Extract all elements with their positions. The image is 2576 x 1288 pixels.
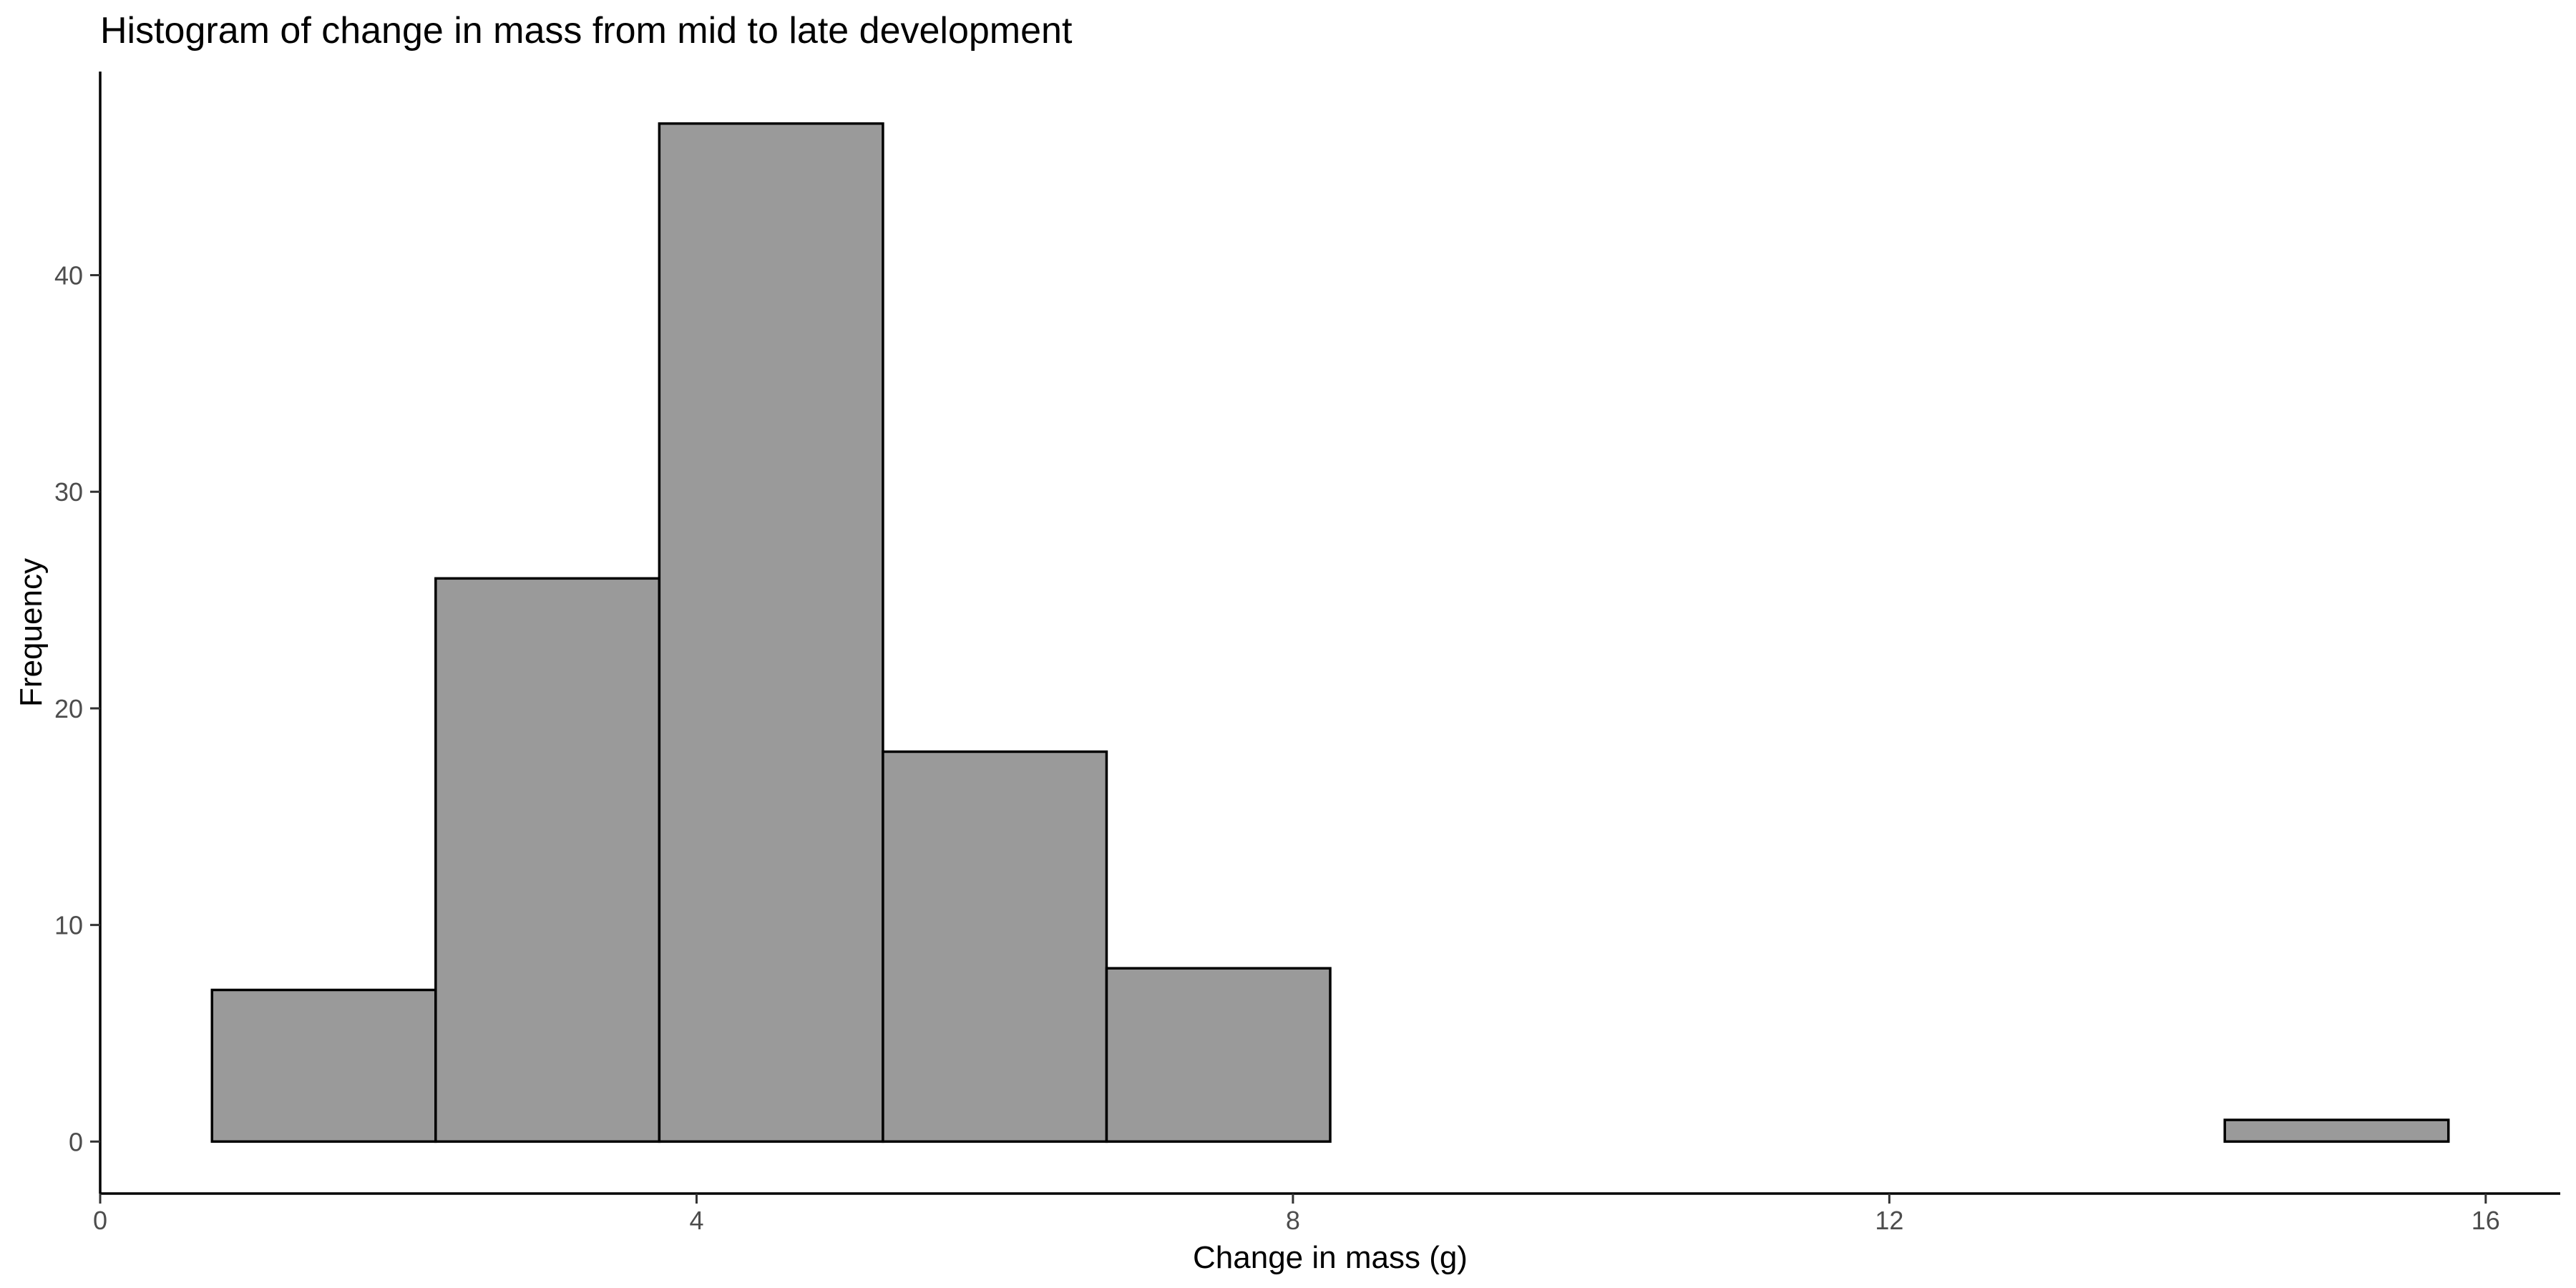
x-tick-label: 4 [689, 1206, 703, 1235]
x-tick-label: 12 [1875, 1206, 1903, 1235]
chart-title: Histogram of change in mass from mid to … [100, 10, 1073, 52]
histogram-bars [210, 122, 2450, 1143]
y-axis-ticks: 0 10 20 30 40 [54, 261, 100, 1156]
y-tick-label: 30 [54, 477, 83, 507]
y-tick-label: 40 [54, 261, 83, 291]
x-tick-label: 0 [93, 1206, 107, 1235]
histogram-bar [434, 577, 661, 1143]
x-axis-ticks: 0 4 8 12 16 [93, 1194, 2500, 1235]
y-tick-label: 20 [54, 694, 83, 723]
y-tick-label: 0 [69, 1127, 83, 1156]
histogram-bar [882, 750, 1108, 1143]
y-axis-label: Frequency [14, 558, 49, 707]
histogram-bar [210, 988, 437, 1143]
x-axis-label: Change in mass (g) [1193, 1240, 1468, 1275]
x-tick-label: 16 [2472, 1206, 2500, 1235]
histogram-bar [1105, 967, 1332, 1143]
histogram-bar [658, 122, 884, 1143]
x-tick-label: 8 [1286, 1206, 1300, 1235]
y-tick-label: 10 [54, 911, 83, 940]
histogram-bar [2223, 1118, 2450, 1143]
